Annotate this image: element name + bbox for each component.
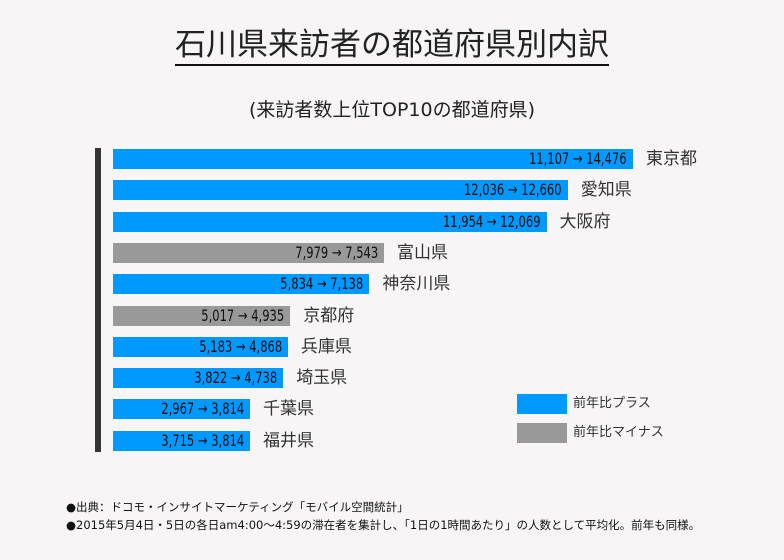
category-label: 千葉県 [263, 399, 314, 420]
value-label: 5,183 → 4,868 [198, 336, 282, 356]
category-label: 神奈川県 [382, 274, 451, 295]
category-label: 東京都 [646, 149, 697, 169]
value-label: 11,954 → 12,069 [442, 211, 541, 231]
category-label: 福井県 [263, 430, 314, 451]
bar [113, 336, 288, 357]
bar [113, 399, 250, 420]
bar [113, 305, 291, 326]
value-label: 3,715 → 3,814 [161, 430, 245, 450]
legend-label-minus: 前年比マイナス [573, 425, 664, 440]
bar [113, 368, 284, 389]
category-label: 京都府 [303, 305, 355, 326]
legend-swatch-plus [517, 394, 567, 414]
value-label: 5,834 → 7,138 [280, 274, 364, 294]
bar [113, 430, 250, 451]
category-label: 富山県 [396, 242, 448, 263]
value-label: 7,979 → 7,543 [295, 242, 378, 262]
bar [113, 274, 370, 295]
bar [113, 242, 384, 263]
value-label: 5,017 → 4,935 [201, 305, 285, 325]
bar [113, 149, 633, 169]
chart-subtitle: (来訪者数上位TOP10の都道府県) [248, 99, 536, 121]
bar [113, 180, 568, 201]
legend-label-plus: 前年比プラス [573, 396, 651, 411]
value-label: 3,822 → 4,738 [194, 368, 278, 388]
value-label: 11,107 → 14,476 [529, 149, 627, 168]
value-label: 12,036 → 12,660 [464, 180, 562, 200]
bar [113, 211, 547, 232]
method-note: ●2015年5月4日・5日の各日am4:00～4:59の滞在者を集計し、「1日の… [66, 518, 701, 532]
chart-title: 石川県来訪者の都道府県別内訳 [0, 26, 784, 66]
y-axis-line [95, 148, 101, 452]
source-note: ●出典：ドコモ・インサイトマーケティング「モバイル空間統計」 [66, 500, 409, 514]
legend-swatch-minus [517, 423, 567, 443]
chart-title-text: 石川県来訪者の都道府県別内訳 [175, 27, 609, 66]
category-label: 埼玉県 [296, 368, 348, 389]
category-label: 兵庫県 [300, 336, 352, 357]
category-label: 愛知県 [580, 180, 632, 201]
category-label: 大阪府 [559, 211, 611, 232]
value-label: 2,967 → 3,814 [161, 399, 245, 419]
